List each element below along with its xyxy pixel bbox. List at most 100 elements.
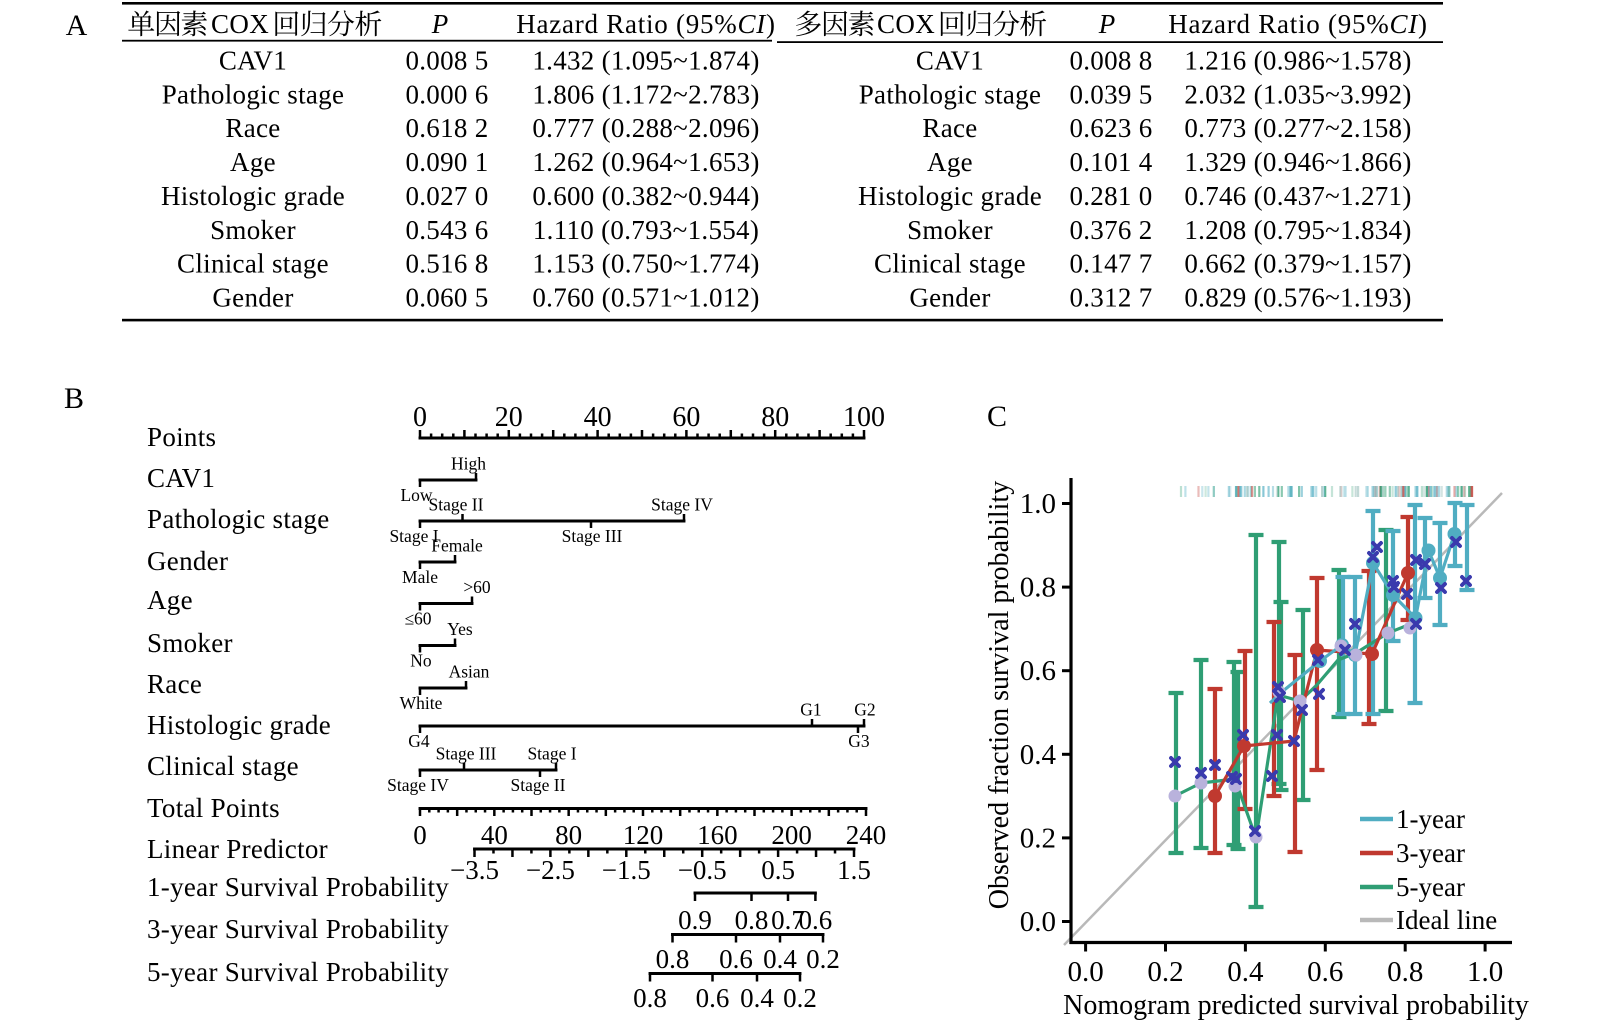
svg-text:0.2: 0.2	[783, 983, 817, 1013]
svg-text:CAV1: CAV1	[147, 463, 215, 493]
svg-text:Smoker: Smoker	[907, 215, 993, 245]
svg-text:Race: Race	[225, 113, 280, 143]
svg-text:Stage IV: Stage IV	[651, 495, 713, 515]
svg-text:0.101 4: 0.101 4	[1069, 147, 1152, 177]
svg-text:1.329 (0.946~1.866): 1.329 (0.946~1.866)	[1184, 147, 1411, 177]
svg-text:200: 200	[771, 820, 812, 850]
svg-text:Histologic grade: Histologic grade	[147, 710, 331, 740]
svg-text:0.039 5: 0.039 5	[1069, 79, 1152, 109]
svg-text:0.6: 0.6	[1307, 956, 1343, 988]
svg-text:Smoker: Smoker	[147, 628, 233, 658]
svg-text:Histologic grade: Histologic grade	[161, 181, 345, 211]
svg-text:60: 60	[672, 402, 700, 433]
svg-text:0.312 7: 0.312 7	[1069, 282, 1152, 312]
svg-text:80: 80	[555, 820, 582, 850]
svg-text:0.777 (0.288~2.096): 0.777 (0.288~2.096)	[532, 113, 759, 143]
svg-text:0.773 (0.277~2.158): 0.773 (0.277~2.158)	[1184, 113, 1411, 143]
svg-text:120: 120	[623, 820, 664, 850]
svg-text:Histologic grade: Histologic grade	[858, 181, 1042, 211]
svg-text:Yes: Yes	[447, 619, 473, 639]
svg-text:0.2: 0.2	[1147, 956, 1183, 988]
svg-text:Race: Race	[147, 669, 202, 699]
svg-text:Low: Low	[400, 485, 432, 505]
svg-text:0.623 6: 0.623 6	[1069, 113, 1152, 143]
svg-text:−0.5: −0.5	[678, 855, 727, 885]
svg-text:0.543 6: 0.543 6	[405, 215, 488, 245]
svg-text:A: A	[66, 9, 88, 42]
svg-text:0.746 (0.437~1.271): 0.746 (0.437~1.271)	[1184, 181, 1411, 211]
svg-text:−1.5: −1.5	[602, 855, 651, 885]
svg-text:Gender: Gender	[147, 546, 228, 576]
svg-text:0.6: 0.6	[719, 944, 753, 974]
svg-text:G1: G1	[800, 700, 821, 720]
svg-text:1.153 (0.750~1.774): 1.153 (0.750~1.774)	[532, 249, 759, 279]
svg-text:3-year Survival Probability: 3-year Survival Probability	[147, 914, 449, 944]
svg-text:0.147 7: 0.147 7	[1069, 249, 1152, 279]
svg-text:P: P	[431, 9, 449, 39]
svg-text:0.008 8: 0.008 8	[1069, 46, 1152, 76]
svg-text:3-year: 3-year	[1396, 838, 1465, 868]
svg-text:Smoker: Smoker	[210, 215, 296, 245]
svg-text:Age: Age	[927, 147, 973, 177]
svg-text:0.0: 0.0	[1067, 956, 1103, 988]
svg-text:160: 160	[697, 820, 738, 850]
svg-text:0.5: 0.5	[761, 855, 795, 885]
svg-text:Age: Age	[230, 147, 276, 177]
svg-text:1.806 (1.172~2.783): 1.806 (1.172~2.783)	[532, 79, 759, 109]
svg-text:240: 240	[846, 820, 887, 850]
svg-text:Age: Age	[147, 585, 193, 615]
svg-text:Asian: Asian	[449, 662, 490, 682]
svg-text:C: C	[987, 400, 1007, 433]
svg-text:0.516 8: 0.516 8	[405, 249, 488, 279]
svg-text:1.5: 1.5	[837, 855, 871, 885]
svg-text:Pathologic stage: Pathologic stage	[162, 79, 345, 109]
svg-text:≤60: ≤60	[404, 609, 431, 629]
svg-text:Gender: Gender	[909, 282, 990, 312]
svg-text:Stage II: Stage II	[429, 495, 484, 515]
svg-text:Stage IV: Stage IV	[387, 775, 449, 795]
svg-text:0.600 (0.382~0.944): 0.600 (0.382~0.944)	[532, 181, 759, 211]
svg-text:Clinical stage: Clinical stage	[874, 249, 1026, 279]
svg-text:0.829 (0.576~1.193): 0.829 (0.576~1.193)	[1184, 282, 1411, 312]
svg-text:40: 40	[584, 402, 612, 433]
svg-text:0: 0	[413, 402, 427, 433]
svg-text:B: B	[64, 382, 84, 415]
svg-text:Gender: Gender	[212, 282, 293, 312]
svg-text:CAV1: CAV1	[916, 46, 984, 76]
svg-text:1.0: 1.0	[1020, 488, 1056, 520]
svg-text:0.8: 0.8	[735, 905, 769, 935]
svg-text:0.2: 0.2	[806, 944, 840, 974]
svg-text:Points: Points	[147, 422, 216, 452]
svg-text:1.216 (0.986~1.578): 1.216 (0.986~1.578)	[1184, 46, 1411, 76]
svg-text:0.4: 0.4	[1020, 739, 1057, 771]
svg-text:Linear Predictor: Linear Predictor	[147, 834, 328, 864]
svg-text:0.4: 0.4	[1227, 956, 1264, 988]
svg-text:No: No	[410, 651, 432, 671]
svg-text:0.2: 0.2	[1020, 822, 1056, 854]
svg-text:White: White	[400, 693, 443, 713]
svg-text:1.432 (1.095~1.874): 1.432 (1.095~1.874)	[532, 46, 759, 76]
svg-text:Pathologic stage: Pathologic stage	[859, 79, 1042, 109]
svg-text:G3: G3	[848, 731, 870, 751]
svg-text:0.4: 0.4	[763, 944, 797, 974]
svg-text:1.0: 1.0	[1467, 956, 1503, 988]
svg-text:Clinical stage: Clinical stage	[177, 249, 329, 279]
svg-text:>60: >60	[463, 577, 491, 597]
svg-text:−2.5: −2.5	[526, 855, 575, 885]
svg-text:0: 0	[413, 820, 427, 850]
svg-text:5-year: 5-year	[1396, 872, 1465, 902]
svg-text:Stage I: Stage I	[389, 526, 438, 546]
svg-text:P: P	[1098, 9, 1116, 39]
svg-text:0.6: 0.6	[799, 905, 833, 935]
svg-text:1-year: 1-year	[1396, 804, 1465, 834]
svg-text:0.8: 0.8	[656, 944, 690, 974]
svg-text:2.032 (1.035~3.992): 2.032 (1.035~3.992)	[1184, 79, 1411, 109]
svg-text:1.208 (0.795~1.834): 1.208 (0.795~1.834)	[1184, 215, 1411, 245]
svg-text:0.9: 0.9	[678, 905, 712, 935]
svg-text:0.662 (0.379~1.157): 0.662 (0.379~1.157)	[1184, 249, 1411, 279]
svg-text:0.060 5: 0.060 5	[405, 282, 488, 312]
svg-text:0.000 6: 0.000 6	[405, 79, 488, 109]
svg-text:Total Points: Total Points	[147, 793, 280, 823]
svg-text:Female: Female	[431, 536, 483, 556]
svg-text:Clinical stage: Clinical stage	[147, 751, 299, 781]
